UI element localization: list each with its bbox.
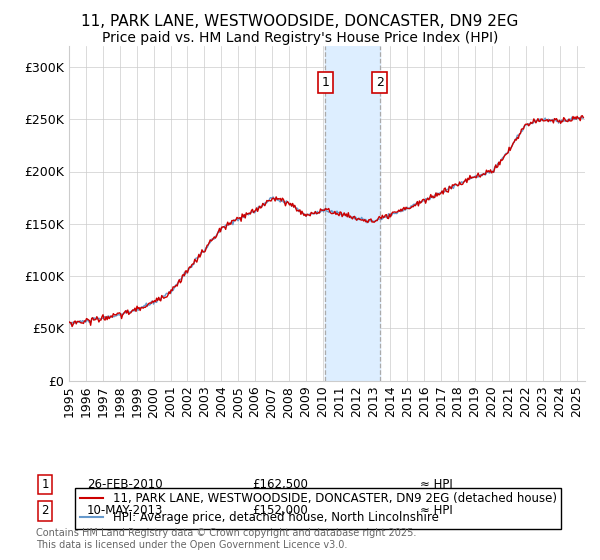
Text: 2: 2 bbox=[41, 504, 49, 517]
Text: 26-FEB-2010: 26-FEB-2010 bbox=[87, 478, 163, 491]
Text: 1: 1 bbox=[41, 478, 49, 491]
Text: Price paid vs. HM Land Registry's House Price Index (HPI): Price paid vs. HM Land Registry's House … bbox=[102, 31, 498, 45]
Text: ≈ HPI: ≈ HPI bbox=[420, 504, 453, 517]
Text: 2: 2 bbox=[376, 76, 383, 89]
Text: Contains HM Land Registry data © Crown copyright and database right 2025.
This d: Contains HM Land Registry data © Crown c… bbox=[36, 528, 416, 550]
Text: 1: 1 bbox=[322, 76, 329, 89]
Text: ≈ HPI: ≈ HPI bbox=[420, 478, 453, 491]
Text: £152,000: £152,000 bbox=[252, 504, 308, 517]
Bar bbox=[325, 46, 380, 381]
Legend: 11, PARK LANE, WESTWOODSIDE, DONCASTER, DN9 2EG (detached house), HPI: Average p: 11, PARK LANE, WESTWOODSIDE, DONCASTER, … bbox=[75, 488, 562, 529]
Text: 11, PARK LANE, WESTWOODSIDE, DONCASTER, DN9 2EG: 11, PARK LANE, WESTWOODSIDE, DONCASTER, … bbox=[82, 14, 518, 29]
Text: £162,500: £162,500 bbox=[252, 478, 308, 491]
Text: 10-MAY-2013: 10-MAY-2013 bbox=[87, 504, 163, 517]
